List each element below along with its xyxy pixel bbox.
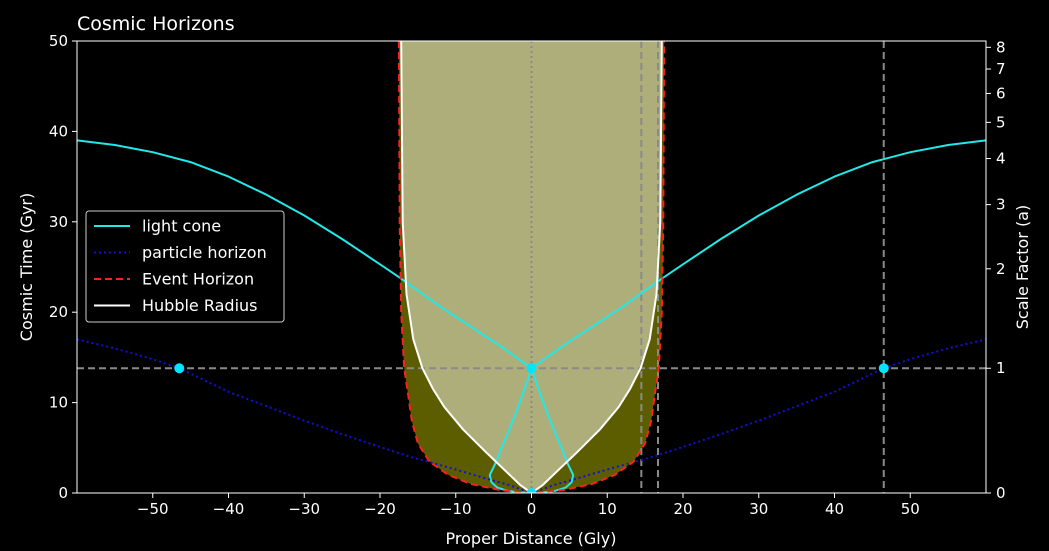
y-axis-ticks: 0 10 20 30 40 50: [49, 32, 77, 502]
y2-tick-label: 1: [996, 359, 1006, 377]
plot-area: [77, 41, 986, 493]
y2-tick-label: 5: [996, 113, 1006, 131]
y2-tick-label: 4: [996, 150, 1006, 168]
y-axis-label: Cosmic Time (Gyr): [17, 193, 36, 341]
y-tick-label: 40: [49, 122, 68, 140]
marker-0: [174, 363, 185, 374]
y-tick-label: 30: [49, 213, 68, 231]
x-tick-label: −20: [364, 500, 396, 518]
legend: light cone particle horizon Event Horizon H…: [85, 210, 285, 323]
y-tick-label: 10: [49, 394, 68, 412]
x-tick-label: 0: [527, 500, 537, 518]
x-tick-label: −30: [288, 500, 320, 518]
marker-1: [526, 363, 537, 374]
x-tick-label: −50: [137, 500, 169, 518]
marker-2: [878, 363, 889, 374]
y-tick-label: 50: [49, 32, 68, 50]
legend-label-2: Event Horizon: [142, 270, 254, 289]
y2-axis-ticks: 0 1 2 3 4 5 6 7 8: [986, 38, 1006, 502]
x-tick-label: −10: [440, 500, 472, 518]
x-tick-label: 30: [749, 500, 768, 518]
legend-label-1: particle horizon: [142, 243, 267, 262]
x-axis-label: Proper Distance (Gly): [446, 529, 617, 548]
legend-label-0: light cone: [142, 217, 221, 236]
x-axis-ticks: −50 −40 −30 −20 −10 0 10 20 30 40 50: [137, 493, 920, 518]
legend-label-3: Hubble Radius: [142, 296, 258, 315]
x-tick-label: 10: [598, 500, 617, 518]
y2-axis-label: Scale Factor (a): [1013, 205, 1032, 329]
y2-tick-label: 8: [996, 38, 1006, 56]
x-tick-label: 20: [673, 500, 692, 518]
series-line-event-horizon: [397, 41, 666, 493]
marker-3: [526, 488, 537, 493]
x-tick-label: −40: [213, 500, 245, 518]
y2-tick-label: 3: [996, 196, 1006, 214]
series-line-hubble-radius: [400, 41, 663, 493]
y2-tick-label: 7: [996, 60, 1006, 78]
y2-tick-label: 6: [996, 84, 1006, 102]
chart-title: Cosmic Horizons: [77, 13, 235, 35]
y2-tick-label: 0: [996, 484, 1006, 502]
x-tick-label: 50: [901, 500, 920, 518]
y-tick-label: 0: [58, 484, 68, 502]
legend-box: [85, 210, 285, 323]
markers: [174, 363, 889, 493]
x-tick-label: 40: [825, 500, 844, 518]
y2-tick-label: 2: [996, 260, 1006, 278]
y-tick-label: 20: [49, 303, 68, 321]
